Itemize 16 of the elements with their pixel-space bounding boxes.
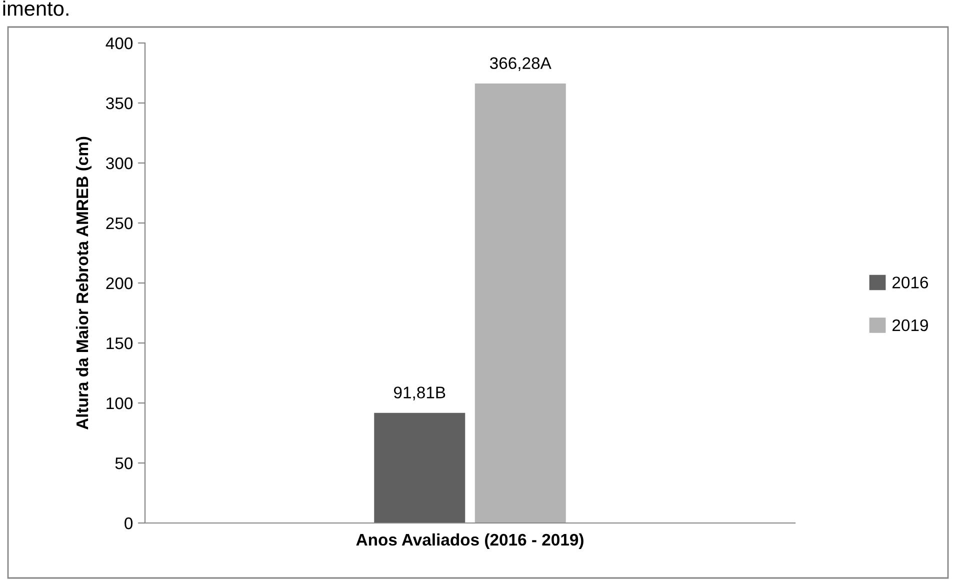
y-tick-label: 250 [106,217,133,230]
y-tick-label: 350 [106,97,133,110]
y-tick-label: 400 [106,37,133,50]
y-tick-label: 50 [115,457,133,470]
y-axis-title: Altura da Maior Rebrota AMREB (cm) [76,136,92,430]
y-tick-label: 300 [106,157,133,170]
legend-label: 2019 [892,319,928,332]
x-axis-title: Anos Avaliados (2016 - 2019) [356,533,584,549]
y-tick-label: 100 [106,397,133,410]
y-tick-label: 200 [106,277,133,290]
legend-label: 2016 [892,276,928,288]
y-tick-label: 150 [106,337,133,350]
y-tick-label: 0 [124,517,133,530]
data-label: 366,28A [490,57,552,72]
data-label: 91,81B [394,386,446,400]
text: imento. [3,0,68,16]
